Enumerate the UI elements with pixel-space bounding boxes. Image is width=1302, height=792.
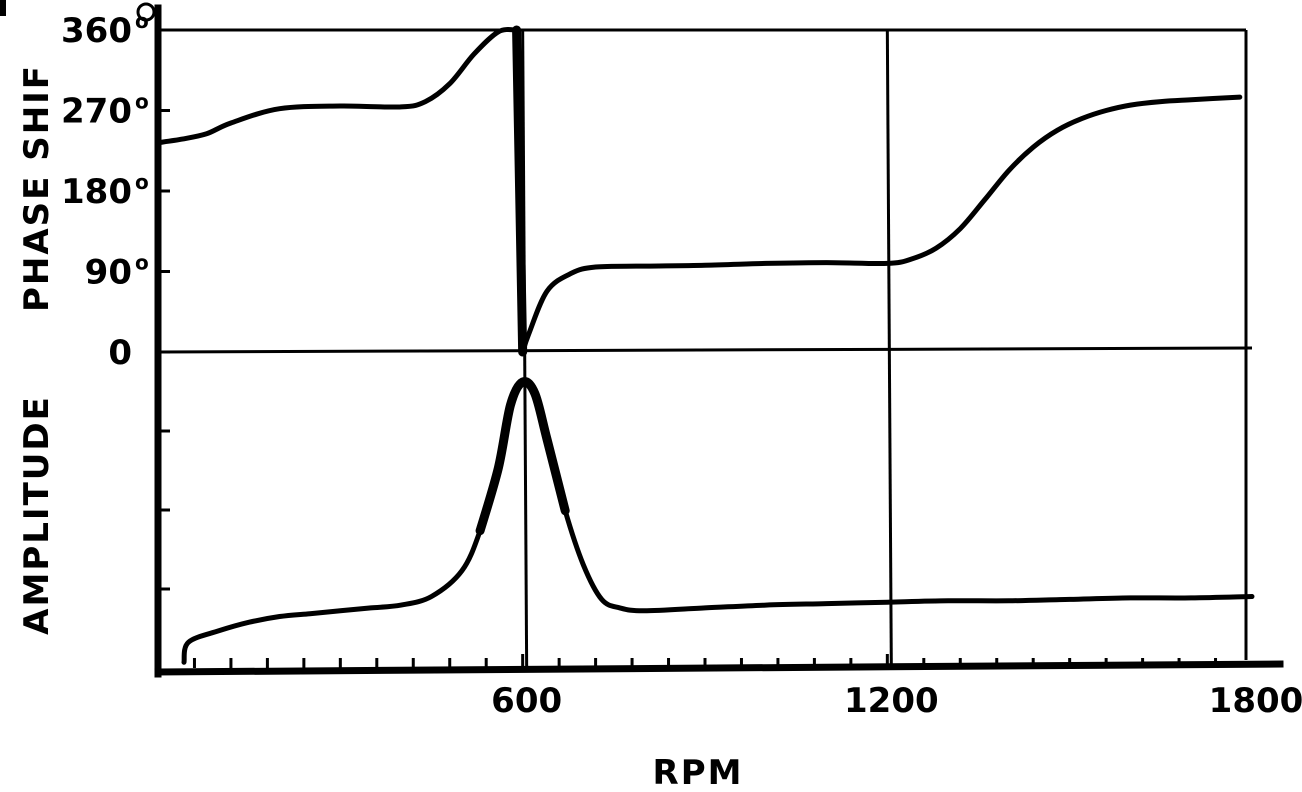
corner-mark — [0, 0, 6, 16]
degree-mark-90: o — [135, 251, 149, 275]
x-tick-label-1200: 1200 — [844, 681, 939, 721]
amplitude-curve — [181, 379, 1255, 665]
plot-frame — [0, 0, 1284, 678]
phase-zero-line — [157, 346, 1253, 354]
phase-tick-label-180: 180 — [61, 172, 132, 212]
data-curves — [155, 25, 1255, 665]
axis-origin-ring — [136, 2, 156, 22]
phase-jump-line — [512, 25, 528, 357]
phase-tick-label-0: 0 — [108, 333, 132, 373]
amplitude-peak — [475, 377, 570, 536]
degree-mark-180: o — [135, 170, 149, 194]
phase-tick-label-360: 360 — [61, 11, 132, 51]
degree-mark-360: o — [135, 9, 149, 33]
axis-ticks — [158, 28, 1218, 668]
phase-axis-title: PHASE SHIF — [17, 64, 57, 312]
degree-mark-270: o — [135, 90, 149, 114]
amplitude-axis-title: AMPLITUDE — [17, 395, 57, 635]
grid-line-1200 — [885, 29, 893, 669]
x-tick-label-1800: 1800 — [1209, 681, 1302, 721]
phase-tick-label-90: 90 — [85, 253, 132, 293]
phase-curve-upper-branch — [520, 94, 1243, 355]
phase-tick-label-270: 270 — [61, 92, 132, 132]
phase-curve-lower-branch — [155, 27, 520, 146]
x-axis — [154, 660, 1284, 676]
x-axis-title: RPM — [653, 753, 744, 792]
x-tick-label-600: 600 — [491, 681, 562, 721]
